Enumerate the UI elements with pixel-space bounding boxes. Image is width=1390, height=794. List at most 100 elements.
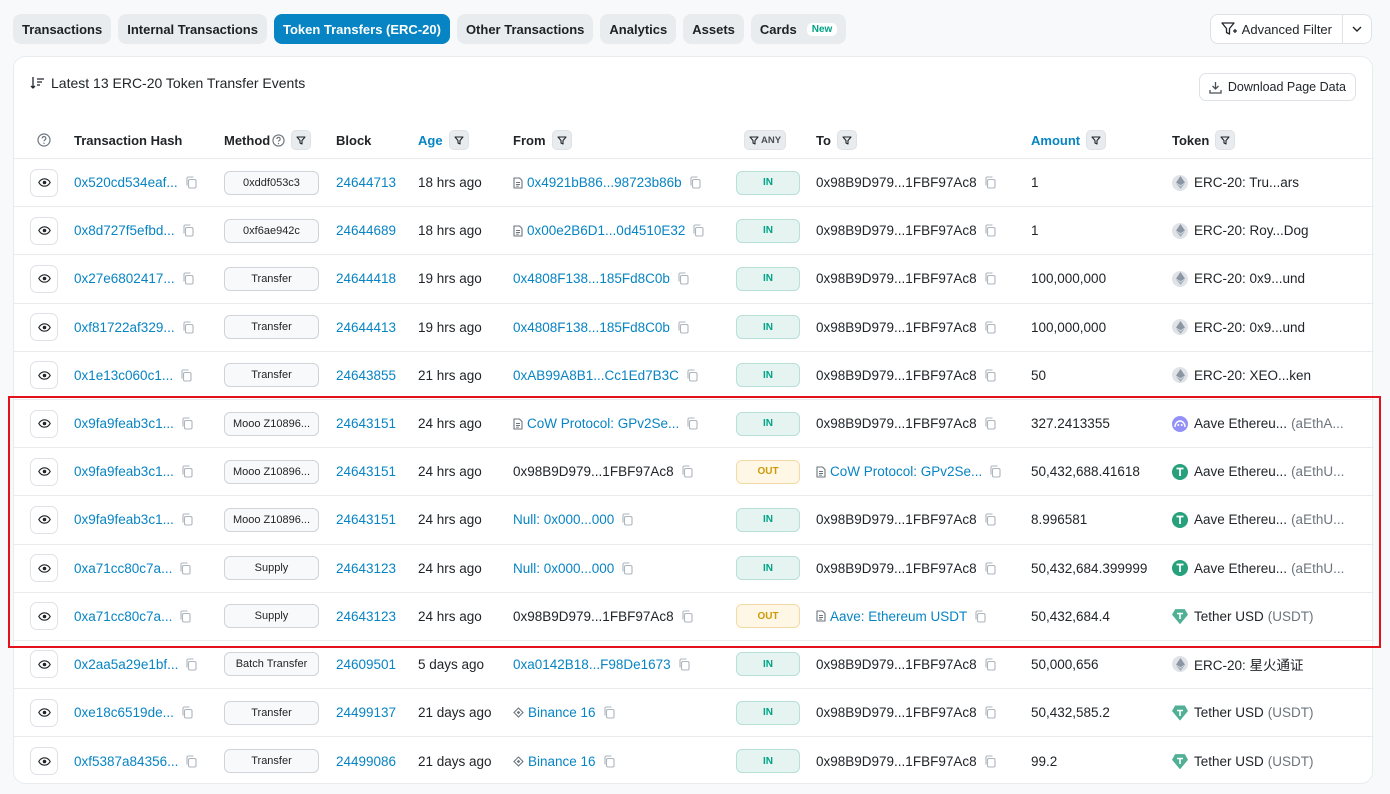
copy-from-button[interactable] xyxy=(677,272,689,286)
copy-hash-button[interactable] xyxy=(182,272,194,286)
advanced-filter-dropdown[interactable] xyxy=(1343,15,1371,43)
tx-hash-link[interactable]: 0x9fa9feab3c1... xyxy=(74,464,174,480)
copy-from-button[interactable] xyxy=(677,321,689,334)
tx-hash-link[interactable]: 0x1e13c060c1... xyxy=(74,367,174,383)
tx-hash-link[interactable]: 0x27e6802417... xyxy=(74,271,175,287)
tab-other-transactions[interactable]: Other Transactions xyxy=(456,14,594,44)
view-details-button[interactable] xyxy=(30,313,58,342)
token-name-link[interactable]: ERC-20: 星火通证 xyxy=(1194,658,1304,674)
from-address[interactable]: CoW Protocol: GPv2Se... xyxy=(527,416,680,432)
from-filter-button[interactable] xyxy=(551,130,572,150)
copy-hash-button[interactable] xyxy=(181,513,193,526)
token-name-link[interactable]: Aave Ethereu... xyxy=(1194,512,1288,528)
copy-to-button[interactable] xyxy=(984,369,996,382)
tx-hash-link[interactable]: 0x9fa9feab3c1... xyxy=(74,416,174,432)
token-name-link[interactable]: ERC-20: 0x9...und xyxy=(1194,319,1306,335)
view-details-button[interactable] xyxy=(30,505,58,534)
view-details-button[interactable] xyxy=(30,457,58,486)
token-name-link[interactable]: Tether USD xyxy=(1194,705,1264,721)
tab-internal-transactions[interactable]: Internal Transactions xyxy=(118,14,267,44)
tx-hash-link[interactable]: 0xf5387a84356... xyxy=(74,753,179,769)
question-circle-icon[interactable] xyxy=(272,133,285,147)
to-filter-button[interactable] xyxy=(836,130,857,150)
token-name-link[interactable]: Aave Ethereu... xyxy=(1194,416,1288,432)
tx-hash-link[interactable]: 0xe18c6519de... xyxy=(74,705,174,721)
view-details-button[interactable] xyxy=(30,747,58,776)
tab-assets[interactable]: Assets xyxy=(683,14,744,44)
token-name-link[interactable]: ERC-20: Roy...Dog xyxy=(1194,223,1309,239)
to-address[interactable]: Aave: Ethereum USDT xyxy=(830,608,968,624)
copy-hash-button[interactable] xyxy=(185,658,197,671)
copy-from-button[interactable] xyxy=(621,562,633,575)
copy-hash-button[interactable] xyxy=(180,369,192,382)
from-address[interactable]: Null: 0x000...000 xyxy=(513,512,615,528)
copy-to-button[interactable] xyxy=(984,224,996,237)
tx-hash-link[interactable]: 0x9fa9feab3c1... xyxy=(74,512,174,528)
from-address[interactable]: Binance 16 xyxy=(528,753,596,769)
download-page-data-button[interactable]: Download Page Data xyxy=(1198,73,1356,101)
token-name-link[interactable]: Aave Ethereu... xyxy=(1194,560,1288,576)
copy-hash-button[interactable] xyxy=(181,417,193,430)
copy-hash-button[interactable] xyxy=(185,755,197,768)
direction-filter-button[interactable]: ANY xyxy=(744,130,787,150)
from-address[interactable]: 0x4808F138...185Fd8C0b xyxy=(513,319,670,335)
amount-filter-button[interactable] xyxy=(1086,130,1107,150)
from-address[interactable]: 0x4808F138...185Fd8C0b xyxy=(513,271,670,287)
copy-to-button[interactable] xyxy=(974,610,986,623)
th-amount[interactable]: Amount xyxy=(1031,121,1107,159)
th-age-label[interactable]: Age xyxy=(418,132,443,148)
tx-hash-link[interactable]: 0xa71cc80c7a... xyxy=(74,608,173,624)
copy-hash-button[interactable] xyxy=(182,224,194,237)
tab-analytics[interactable]: Analytics xyxy=(600,14,677,44)
token-name-link[interactable]: ERC-20: XEO...ken xyxy=(1194,367,1312,383)
token-name-link[interactable]: Tether USD xyxy=(1194,753,1264,769)
block-link[interactable]: 24643151 xyxy=(336,512,397,528)
age-filter-button[interactable] xyxy=(448,130,469,150)
advanced-filter-button[interactable]: Advanced Filter xyxy=(1211,15,1343,43)
copy-hash-button[interactable] xyxy=(182,321,194,334)
view-details-button[interactable] xyxy=(30,168,58,197)
view-details-button[interactable] xyxy=(30,361,58,390)
copy-from-button[interactable] xyxy=(603,706,615,719)
token-name-link[interactable]: ERC-20: 0x9...und xyxy=(1194,271,1306,287)
from-address[interactable]: 0xAB99A8B1...Cc1Ed7B3C xyxy=(513,367,679,383)
copy-from-button[interactable] xyxy=(692,224,704,237)
tx-hash-link[interactable]: 0x2aa5a29e1bf... xyxy=(74,656,179,672)
tx-hash-link[interactable]: 0x520cd534eaf... xyxy=(74,175,178,191)
copy-to-button[interactable] xyxy=(984,513,996,526)
copy-to-button[interactable] xyxy=(984,272,996,286)
copy-from-button[interactable] xyxy=(686,417,698,430)
from-address[interactable]: Binance 16 xyxy=(528,705,596,721)
copy-hash-button[interactable] xyxy=(181,706,193,719)
th-age[interactable]: Age xyxy=(418,121,469,159)
block-link[interactable]: 24499086 xyxy=(336,753,397,769)
copy-to-button[interactable] xyxy=(984,176,996,189)
token-filter-button[interactable] xyxy=(1215,130,1236,150)
view-details-button[interactable] xyxy=(30,650,58,679)
copy-from-button[interactable] xyxy=(689,176,701,189)
view-details-button[interactable] xyxy=(30,216,58,245)
view-details-button[interactable] xyxy=(30,698,58,727)
tx-hash-link[interactable]: 0x8d727f5efbd... xyxy=(74,223,175,239)
copy-from-button[interactable] xyxy=(603,755,615,768)
from-address[interactable]: Null: 0x000...000 xyxy=(513,560,615,576)
copy-from-button[interactable] xyxy=(686,369,698,382)
block-link[interactable]: 24609501 xyxy=(336,656,397,672)
copy-hash-button[interactable] xyxy=(179,610,191,623)
th-amount-label[interactable]: Amount xyxy=(1031,132,1081,148)
help-column[interactable] xyxy=(37,121,51,159)
copy-to-button[interactable] xyxy=(984,417,996,430)
copy-to-button[interactable] xyxy=(984,321,996,334)
view-details-button[interactable] xyxy=(30,264,58,293)
view-details-button[interactable] xyxy=(30,602,58,631)
token-name-link[interactable]: Aave Ethereu... xyxy=(1194,464,1288,480)
view-details-button[interactable] xyxy=(30,409,58,438)
copy-to-button[interactable] xyxy=(984,562,996,575)
advanced-filter[interactable]: Advanced Filter xyxy=(1209,14,1372,44)
copy-to-button[interactable] xyxy=(984,755,996,768)
token-name-link[interactable]: ERC-20: Tru...ars xyxy=(1194,175,1300,191)
tab-transactions[interactable]: Transactions xyxy=(13,14,112,44)
copy-to-button[interactable] xyxy=(984,658,996,671)
from-address[interactable]: 0x00e2B6D1...0d4510E32 xyxy=(527,223,686,239)
copy-from-button[interactable] xyxy=(681,610,693,623)
